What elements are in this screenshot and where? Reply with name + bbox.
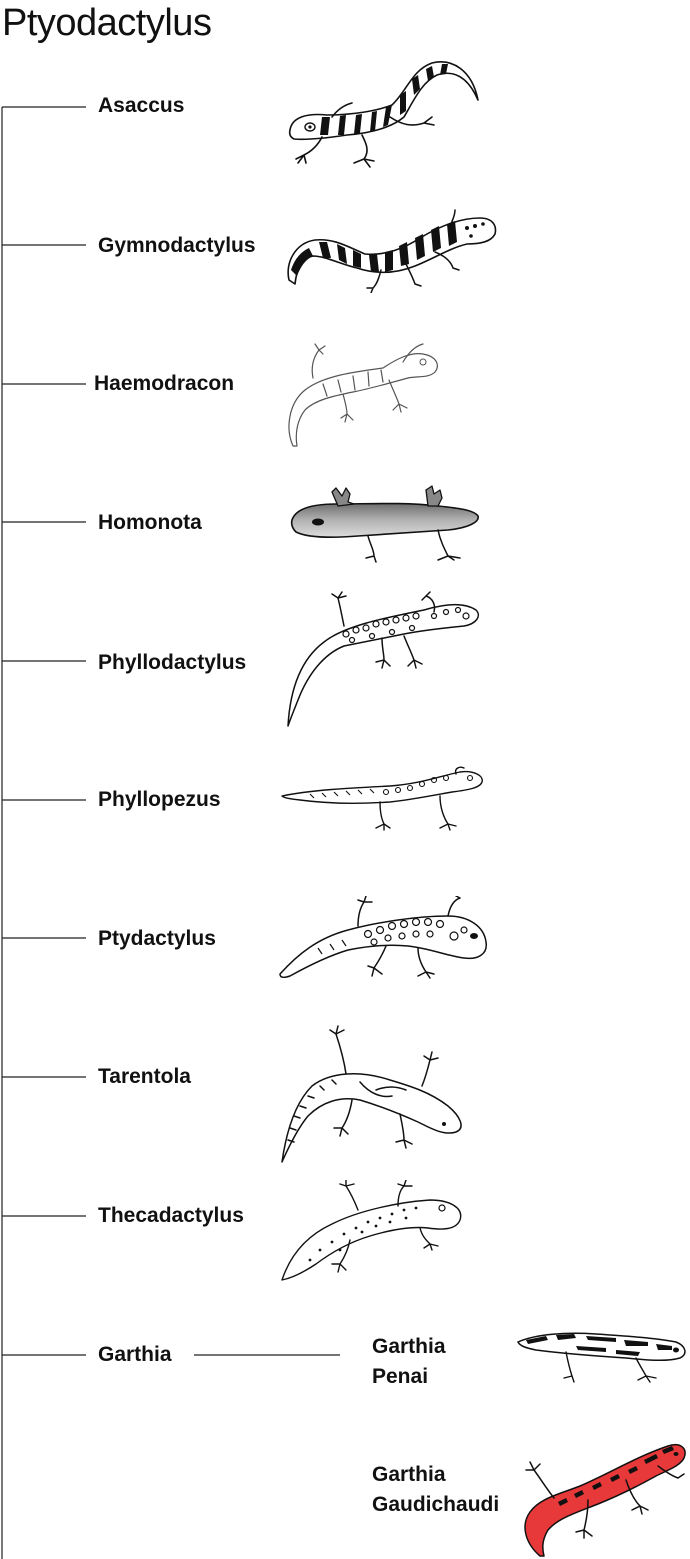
diagram-title: Ptyodactylus	[2, 2, 212, 44]
taxon-label-phyllopezus: Phyllopezus	[98, 788, 221, 811]
taxon-label-thecadactylus: Thecadactylus	[98, 1204, 244, 1227]
gecko-gymnodactylus-icon	[287, 209, 497, 293]
gecko-haemodracon-icon	[288, 343, 438, 447]
species-label-penai-genus: Garthia	[372, 1335, 446, 1358]
gecko-phyllodactylus-icon	[287, 591, 480, 727]
species-label-gaudichaudi-epithet: Gaudichaudi	[372, 1493, 500, 1516]
gecko-phyllopezus-icon	[281, 766, 483, 831]
gecko-garthia-gaudichaudi-icon	[524, 1444, 686, 1557]
taxon-label-garthia: Garthia	[98, 1343, 172, 1366]
gecko-garthia-penai-icon	[516, 1332, 686, 1383]
species-label-penai-epithet: Penai	[372, 1365, 429, 1388]
gecko-asaccus-icon	[288, 61, 479, 168]
gecko-tarentola-icon	[281, 1025, 462, 1163]
gecko-homonota-icon	[290, 485, 479, 563]
taxon-label-gymnodactylus: Gymnodactylus	[98, 234, 256, 257]
gecko-thecadactylus-icon	[281, 1180, 462, 1281]
taxon-label-homonota: Homonota	[98, 511, 202, 534]
taxon-label-tarentola: Tarentola	[98, 1065, 191, 1088]
species-label-gaudichaudi-genus: Garthia	[372, 1463, 446, 1486]
taxon-label-phyllodactylus: Phyllodactylus	[98, 651, 247, 674]
taxon-label-ptydactylus: Ptydactylus	[98, 927, 216, 950]
taxon-label-asaccus: Asaccus	[98, 94, 185, 117]
taxon-label-haemodracon: Haemodracon	[94, 372, 235, 395]
gecko-ptydactylus-icon	[279, 896, 487, 979]
